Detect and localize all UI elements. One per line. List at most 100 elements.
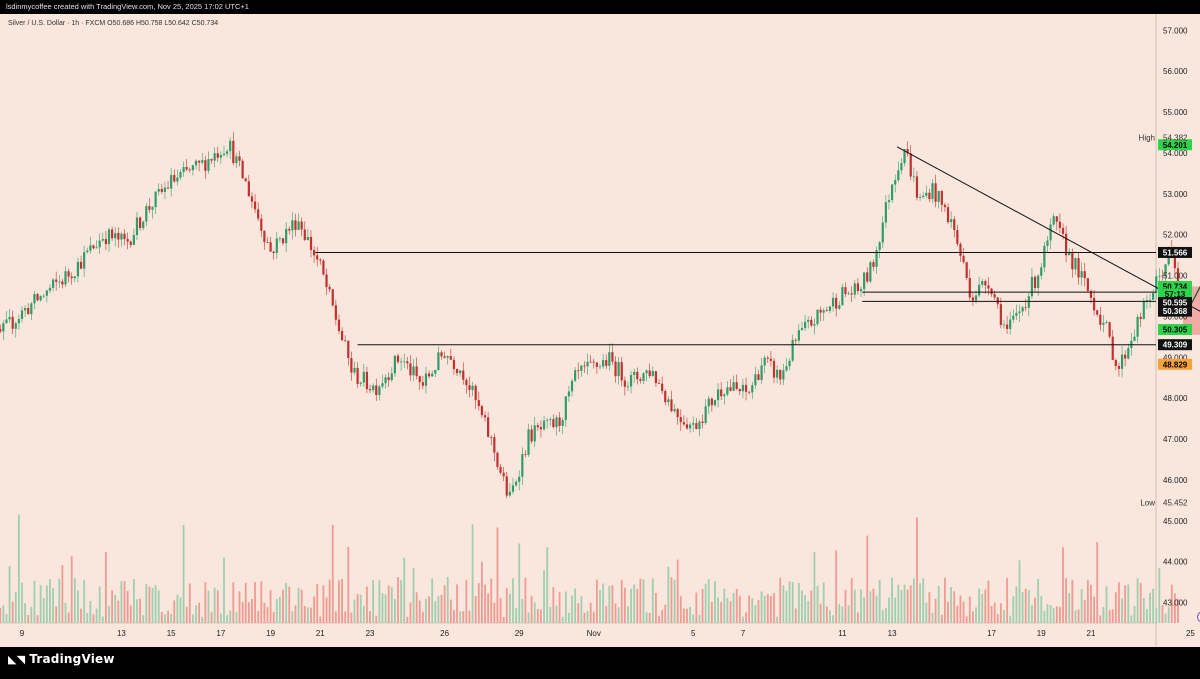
volume-bar: [239, 591, 241, 623]
candle-body: [363, 372, 365, 383]
candle-body: [503, 473, 505, 477]
candle-body: [291, 220, 293, 230]
tradingview-brand[interactable]: ◣◥TradingView: [8, 652, 115, 666]
candle-body: [117, 233, 119, 240]
candle-body: [838, 305, 840, 309]
candle-body: [105, 239, 107, 244]
candle-body: [189, 169, 191, 170]
candle-body: [655, 371, 657, 383]
volume-bar: [972, 611, 974, 623]
candle-body: [481, 406, 483, 415]
volume-bar: [919, 583, 921, 623]
volume-bar: [528, 612, 530, 623]
candle-body: [254, 202, 256, 210]
candle-body: [987, 285, 989, 288]
candle-body: [1043, 246, 1045, 267]
candle-body: [978, 285, 980, 296]
volume-bar: [21, 583, 23, 623]
candle-body: [925, 193, 927, 196]
volume-bar: [96, 609, 98, 623]
volume-bar: [680, 596, 682, 623]
volume-bar: [217, 590, 219, 623]
candle-body: [664, 391, 666, 402]
volume-bar: [869, 591, 871, 623]
y-tick-label: 57.000: [1163, 26, 1188, 35]
volume-bar: [136, 599, 138, 623]
volume-bar: [835, 550, 837, 623]
volume-bar: [1003, 610, 1005, 623]
candle-body: [1081, 271, 1083, 277]
candle-body: [465, 380, 467, 385]
volume-bar: [1065, 578, 1067, 623]
candle-body: [260, 219, 262, 231]
volume-bar: [1016, 586, 1018, 623]
volume-bar: [1040, 596, 1042, 623]
x-tick-label: 13: [117, 629, 126, 638]
volume-bar: [515, 608, 517, 623]
candle-body: [1049, 225, 1051, 241]
volume-bar: [894, 598, 896, 623]
candle-body: [863, 272, 865, 289]
candle-body: [447, 356, 449, 358]
candle-body: [956, 230, 958, 244]
volume-bar: [506, 588, 508, 623]
x-tick-label: 29: [515, 629, 524, 638]
volume-bar: [1106, 586, 1108, 623]
volume-bar: [211, 612, 213, 623]
candle-body: [611, 352, 613, 361]
volume-bar: [997, 614, 999, 623]
volume-bar: [633, 585, 635, 623]
volume-bar: [291, 611, 293, 623]
volume-bar: [820, 604, 822, 623]
candle-body: [574, 370, 576, 381]
volume-bar: [176, 595, 178, 623]
candle-body: [319, 259, 321, 260]
volume-bar: [478, 583, 480, 623]
candle-body: [1006, 325, 1008, 329]
volume-bar: [571, 595, 573, 623]
candle-body: [506, 476, 508, 495]
volume-bar: [493, 603, 495, 623]
volume-bar: [984, 590, 986, 623]
candle-body: [114, 233, 116, 238]
candle-body: [310, 237, 312, 250]
candle-body: [512, 485, 514, 491]
candle-body: [77, 262, 79, 276]
x-tick-label: 17: [216, 629, 225, 638]
candle-body: [459, 371, 461, 374]
candle-body: [394, 356, 396, 374]
volume-bar: [574, 589, 576, 623]
candle-body: [695, 423, 697, 429]
candle-body: [798, 330, 800, 340]
candle-body: [43, 296, 45, 297]
candle-body: [543, 421, 545, 430]
volume-bar: [145, 584, 147, 623]
volume-bar: [204, 582, 206, 623]
volume-bar: [1059, 607, 1061, 623]
candle-body: [347, 341, 349, 358]
candle-body: [388, 377, 390, 380]
volume-bar: [599, 590, 601, 623]
volume-bar: [683, 608, 685, 623]
y-tick-label: 55.000: [1163, 108, 1188, 117]
volume-bar: [860, 589, 862, 623]
volume-bar: [761, 591, 763, 623]
candle-body: [1105, 322, 1107, 323]
candle-body: [1084, 271, 1086, 278]
candle-body: [705, 406, 707, 423]
volume-bar: [1087, 580, 1089, 623]
candle-body: [158, 189, 160, 192]
volume-bar: [347, 547, 349, 623]
candle-body: [602, 360, 604, 366]
candle-body: [1022, 307, 1024, 311]
volume-bar: [9, 566, 11, 623]
candle-body: [680, 417, 682, 422]
candle-body: [708, 399, 710, 407]
volume-bar: [1168, 607, 1170, 623]
candle-body: [590, 362, 592, 363]
candle-body: [360, 383, 362, 384]
volume-bar: [438, 596, 440, 623]
volume-bar: [699, 615, 701, 623]
candle-body: [677, 409, 679, 417]
